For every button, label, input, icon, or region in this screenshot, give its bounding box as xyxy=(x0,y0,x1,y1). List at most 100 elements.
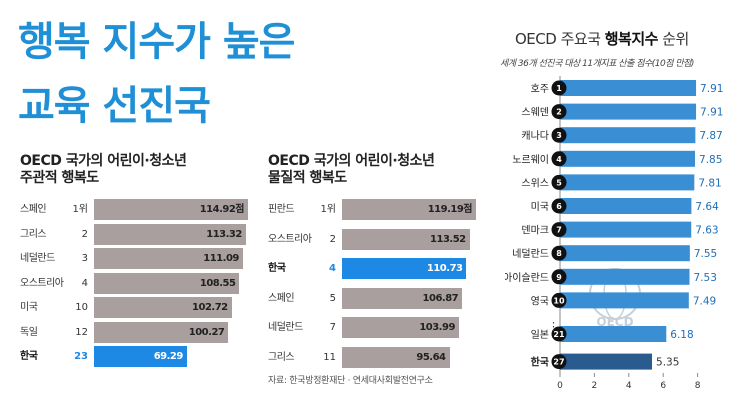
rank-badge xyxy=(551,127,567,143)
ellipsis: ⋮ xyxy=(548,320,559,333)
rank-label: 4 xyxy=(329,263,336,274)
rank-country-label: 스웨덴 xyxy=(521,107,549,119)
value-label: 103.99 xyxy=(419,322,455,333)
value-label: 114.92점 xyxy=(199,204,245,215)
bar xyxy=(342,346,450,368)
rank-label: 1위 xyxy=(72,204,88,215)
country-label: 핀란드 xyxy=(268,204,295,215)
rank-number: 2 xyxy=(556,108,562,117)
material-title-line2: 물질적 행복도 xyxy=(268,170,347,186)
country-label: 네덜란드 xyxy=(20,253,55,264)
rank-value-label: 7.63 xyxy=(695,225,718,237)
rank-country-label: 일본 xyxy=(531,329,549,341)
bar xyxy=(342,287,463,309)
rank-title-prefix: OECD 주요국 xyxy=(515,30,605,48)
bar xyxy=(94,199,248,220)
rank-number: 10 xyxy=(553,296,565,305)
value-label: 113.52 xyxy=(430,233,466,245)
rank-bar xyxy=(560,326,667,342)
rank-country-label: 덴마크 xyxy=(521,225,549,237)
rank-number: 8 xyxy=(556,249,562,258)
rank-label: 10 xyxy=(75,302,88,313)
bar xyxy=(342,228,470,250)
happiness-index-chart: OECD 0 2 4 6 8 1 호주 7.91 2 스웨덴 7.91 3 캐나다 7.87 4 노르웨이 7.8… xyxy=(505,76,723,391)
rank-value-label: 7.91 xyxy=(700,107,723,119)
happiness-index-subtitle: 세계 36개 선진국 대상 11개지표 산출 점수(10점 만점) xyxy=(500,59,694,69)
value-label: 106.87 xyxy=(422,292,459,304)
rank-label: 3 xyxy=(81,253,88,264)
rank-number: 1 xyxy=(556,84,562,93)
rank-number: 7 xyxy=(556,226,562,235)
value-label: 69.29 xyxy=(153,351,184,362)
bar xyxy=(342,258,467,279)
rank-badge xyxy=(551,245,567,261)
rank-value-label: 7.64 xyxy=(695,201,719,213)
rank-value-label: 7.87 xyxy=(699,130,722,142)
value-label: 108.55 xyxy=(199,277,236,289)
rank-badge xyxy=(551,292,567,308)
rank-label: 1위 xyxy=(320,204,336,215)
rank-value-label: 7.55 xyxy=(694,248,717,260)
oecd-watermark-text: OECD xyxy=(596,315,633,329)
rank-value-label: 7.91 xyxy=(700,83,723,95)
material-title: OECD 국가의 어린이·청소년 물질적 행복도 xyxy=(268,153,435,187)
country-label: 그리스 xyxy=(20,228,47,240)
x-tick-label: 8 xyxy=(695,381,701,391)
rank-bar xyxy=(560,245,690,262)
value-label: 111.09 xyxy=(203,253,239,264)
rank-number: 21 xyxy=(553,330,565,339)
source-note: 자료: 한국방정환재단 · 연세대사회발전연구소 xyxy=(268,376,433,386)
rank-label: 7 xyxy=(329,322,336,333)
x-tick-label: 4 xyxy=(626,381,632,391)
rank-label: 2 xyxy=(329,233,336,245)
headline-line2: 교육 선진국 xyxy=(18,83,211,129)
subjective-title-line1: OECD 국가의 어린이·청소년 xyxy=(20,153,187,169)
bar xyxy=(94,346,187,367)
rank-label: 12 xyxy=(75,326,88,338)
rank-number: 4 xyxy=(556,155,562,164)
happiness-index-title: OECD 주요국 행복지수 순위 xyxy=(515,28,689,49)
rank-number: 9 xyxy=(556,273,562,282)
rank-title-suffix: 순위 xyxy=(657,30,689,48)
bar xyxy=(342,199,476,220)
rank-country-label: 아이슬란드 xyxy=(505,272,549,284)
country-label: 그리스 xyxy=(268,351,295,363)
rank-country-label: 스위스 xyxy=(521,176,549,189)
bar xyxy=(94,248,243,269)
country-label: 스페인 xyxy=(268,292,295,304)
happiness-index-panel: OECD 0 2 4 6 8 1 호주 7.91 2 스웨덴 7.91 3 캐나다 7.87 4 노르웨이 7.8… xyxy=(500,24,727,394)
rank-country-label: 호주 xyxy=(531,83,549,95)
country-label: 미국 xyxy=(20,302,38,313)
rank-number: 6 xyxy=(556,202,562,211)
headline-line1: 행복 지수가 높은 xyxy=(18,19,295,65)
rank-number: 5 xyxy=(556,178,562,187)
country-label: 스페인 xyxy=(20,204,47,215)
country-label: 오스트리아 xyxy=(20,277,64,289)
rank-bar xyxy=(560,150,696,167)
rank-badge xyxy=(551,269,567,285)
rank-badge xyxy=(551,174,567,190)
rank-country-label: 영국 xyxy=(531,295,549,307)
rank-value-label: 7.53 xyxy=(694,272,717,284)
rank-value-label: 7.49 xyxy=(693,295,716,307)
country-label: 한국 xyxy=(20,351,38,362)
rank-country-label: 한국 xyxy=(531,357,549,369)
rank-bar xyxy=(560,353,653,370)
value-label: 100.27 xyxy=(188,326,225,338)
value-label: 119.19점 xyxy=(427,204,473,215)
rank-bar xyxy=(560,127,696,144)
rank-country-label: 네덜란드 xyxy=(512,248,549,260)
rank-label: 11 xyxy=(323,351,336,363)
rank-label: 5 xyxy=(329,292,336,304)
rank-value-label: 5.35 xyxy=(656,357,679,369)
x-tick-label: 6 xyxy=(660,381,666,391)
rank-country-label: 노르웨이 xyxy=(512,154,549,166)
rank-label: 23 xyxy=(74,351,88,362)
rank-badge xyxy=(551,326,567,342)
rank-badge xyxy=(551,151,567,167)
value-label: 102.72 xyxy=(192,302,228,313)
country-label: 오스트리아 xyxy=(268,233,312,245)
rank-badge xyxy=(551,222,567,238)
rank-number: 3 xyxy=(556,131,562,140)
x-tick-label: 2 xyxy=(592,381,598,391)
